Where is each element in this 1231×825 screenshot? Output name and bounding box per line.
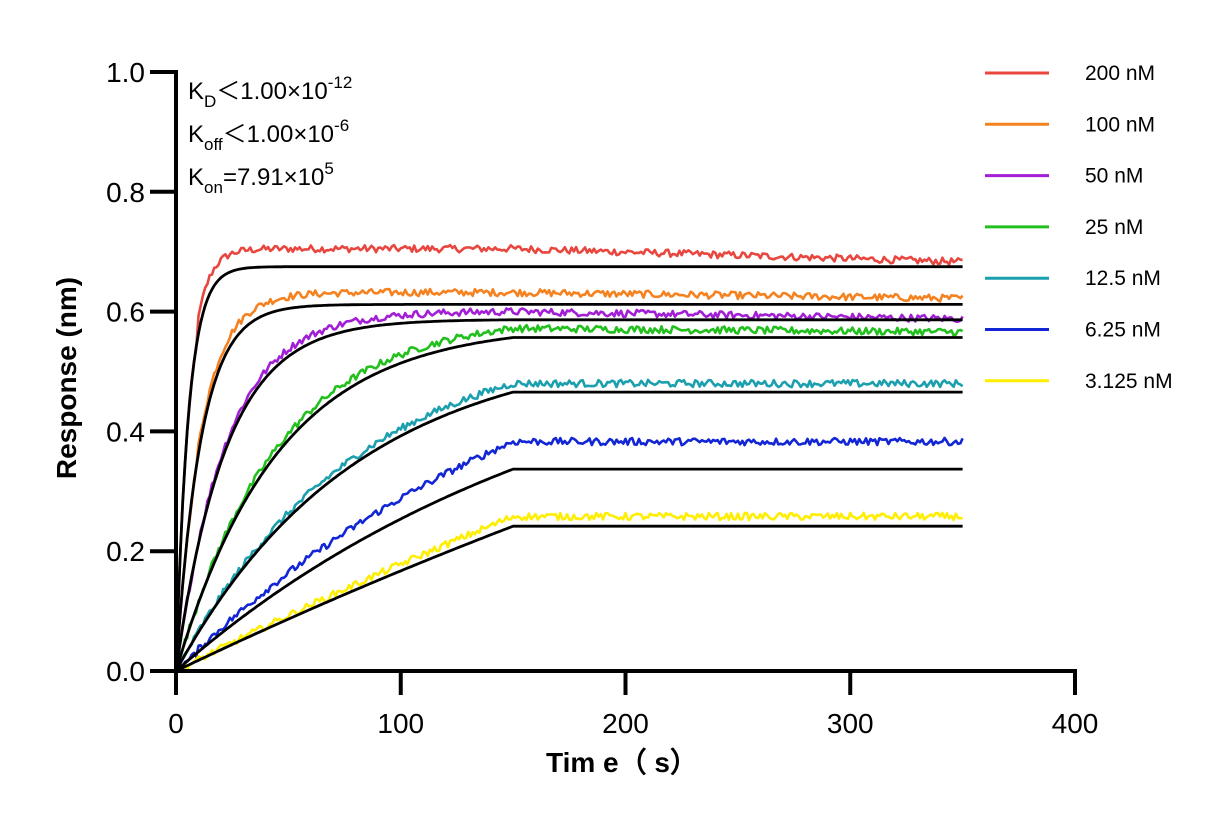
- x-tick-label: 200: [602, 708, 649, 739]
- kd-annotation: KD＜1.00×10-12: [188, 73, 352, 111]
- series-line-6: [175, 511, 963, 673]
- legend-label: 25 nM: [1085, 216, 1143, 239]
- y-axis-title: Response (nm): [51, 277, 82, 479]
- x-tick-label: 300: [827, 708, 874, 739]
- kon-annotation: Kon=7.91×105: [188, 159, 334, 197]
- axes: [174, 70, 1077, 673]
- legend: 200 nM 100 nM 50 nM 25 nM 12.5 nM 6.25 nM 3.12…: [985, 62, 1173, 393]
- fit-line-4: [174, 390, 963, 672]
- x-axis-ticks: 0 100 200 300 400: [168, 671, 1098, 739]
- legend-label: 100 nM: [1085, 113, 1155, 136]
- y-tick-label: 1.0: [106, 57, 145, 88]
- y-tick-label: 0.0: [106, 656, 145, 687]
- legend-label: 3.125 nM: [1085, 370, 1173, 393]
- series-line-2: [174, 307, 964, 672]
- x-tick-label: 400: [1052, 708, 1099, 739]
- fit-line-5: [175, 467, 963, 673]
- annotation-block: KD＜1.00×10-12 Koff＜1.00×10-6 Kon=7.91×10…: [188, 73, 352, 197]
- series-line-1: [174, 287, 964, 672]
- koff-annotation: Koff＜1.00×10-6: [188, 116, 349, 154]
- fit-line-3: [174, 336, 963, 672]
- fit-line-1: [174, 303, 963, 672]
- legend-label: 50 nM: [1085, 165, 1143, 188]
- fit-curves: [174, 265, 963, 673]
- x-tick-label: 0: [168, 708, 184, 739]
- fit-line-0: [174, 265, 963, 672]
- y-tick-label: 0.8: [106, 177, 145, 208]
- data-curves: [174, 243, 964, 673]
- series-line-3: [174, 323, 964, 672]
- fit-line-6: [175, 524, 963, 673]
- y-tick-label: 0.6: [106, 297, 145, 328]
- y-axis-ticks: 0.0 0.2 0.4 0.6 0.8 1.0: [106, 57, 176, 687]
- y-tick-label: 0.2: [106, 536, 145, 567]
- series-line-0: [174, 243, 963, 672]
- x-axis-title: Tim e（ s）: [546, 746, 698, 778]
- x-tick-label: 100: [377, 708, 424, 739]
- series-line-4: [174, 378, 964, 672]
- legend-label: 200 nM: [1085, 62, 1155, 85]
- legend-label: 12.5 nM: [1085, 267, 1161, 290]
- series-line-5: [175, 436, 964, 672]
- legend-label: 6.25 nM: [1085, 319, 1161, 342]
- fit-line-2: [174, 318, 963, 672]
- y-tick-label: 0.4: [106, 416, 145, 447]
